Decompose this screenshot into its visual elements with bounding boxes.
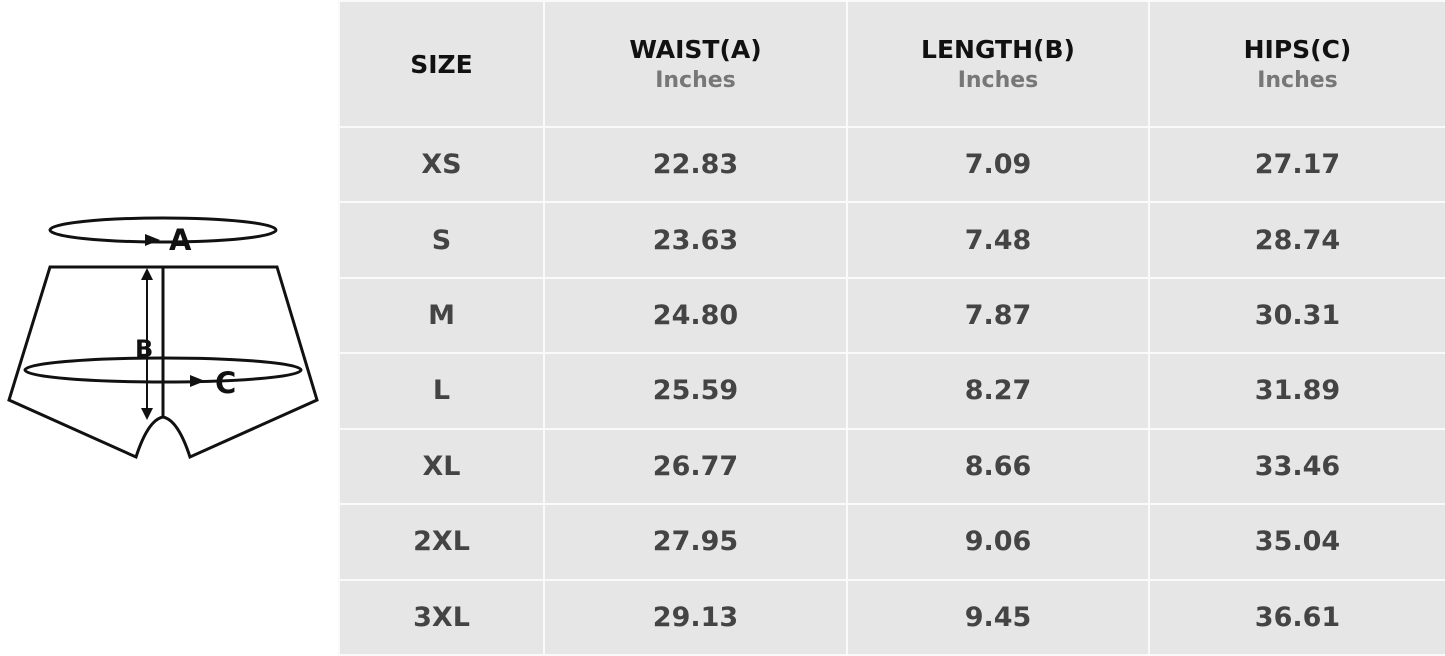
- length-cell: 7.48: [846, 201, 1150, 279]
- size-cell: XL: [338, 427, 545, 506]
- waist-cell: 26.77: [543, 427, 848, 506]
- hips-measure-loop: [23, 356, 303, 384]
- waist-cell: 24.80: [543, 276, 848, 355]
- header-length: LENGTH(B) Inches: [846, 0, 1150, 128]
- length-cell: 7.87: [846, 276, 1150, 355]
- header-hips: HIPS(C) Inches: [1148, 0, 1445, 128]
- waist-measure-loop: [48, 216, 278, 244]
- hips-cell: 35.04: [1148, 503, 1445, 581]
- waist-cell: 23.63: [543, 201, 848, 279]
- hips-cell: 30.31: [1148, 276, 1445, 355]
- header-title: SIZE: [410, 49, 473, 79]
- shorts-outline: [7, 265, 319, 460]
- table-row: S 23.63 7.48 28.74: [338, 201, 1445, 279]
- hips-cell: 27.17: [1148, 125, 1445, 204]
- table-row: XL 26.77 8.66 33.46: [338, 427, 1445, 506]
- size-cell: L: [338, 352, 545, 430]
- size-cell: 3XL: [338, 578, 545, 656]
- table-row: M 24.80 7.87 30.31: [338, 276, 1445, 355]
- waist-cell: 25.59: [543, 352, 848, 430]
- table-row: 2XL 27.95 9.06 35.04: [338, 503, 1445, 581]
- label-c: C: [215, 366, 236, 400]
- length-cell: 7.09: [846, 125, 1150, 204]
- header-title: WAIST(A): [629, 35, 762, 64]
- size-cell: S: [338, 201, 545, 279]
- table-row: L 25.59 8.27 31.89: [338, 352, 1445, 430]
- length-cell: 8.66: [846, 427, 1150, 506]
- label-a: A: [169, 223, 192, 257]
- length-arrow-down-icon: [141, 408, 153, 420]
- shorts-measurement-diagram: A B C: [7, 216, 319, 460]
- header-title: HIPS(C): [1243, 35, 1352, 64]
- table-row: 3XL 29.13 9.45 36.61: [338, 578, 1445, 656]
- length-cell: 9.45: [846, 578, 1150, 656]
- waist-cell: 22.83: [543, 125, 848, 204]
- hips-cell: 36.61: [1148, 578, 1445, 656]
- header-unit: Inches: [1257, 68, 1338, 93]
- hips-cell: 28.74: [1148, 201, 1445, 279]
- header-size: SIZE: [338, 0, 545, 128]
- header-title: LENGTH(B): [921, 35, 1075, 64]
- header-unit: Inches: [957, 68, 1039, 93]
- hips-cell: 31.89: [1148, 352, 1445, 430]
- size-cell: XS: [338, 125, 545, 204]
- size-cell: 2XL: [338, 503, 545, 581]
- waist-cell: 29.13: [543, 578, 848, 656]
- waist-arrow-icon: [145, 234, 160, 246]
- waist-cell: 27.95: [543, 503, 848, 581]
- length-cell: 8.27: [846, 352, 1150, 430]
- label-b: B: [135, 335, 153, 363]
- header-unit: Inches: [655, 68, 736, 93]
- hips-cell: 33.46: [1148, 427, 1445, 506]
- size-chart-table: SIZE WAIST(A) Inches LENGTH(B) Inches HIPS…: [338, 0, 1445, 656]
- table-row: XS 22.83 7.09 27.17: [338, 125, 1445, 204]
- header-waist: WAIST(A) Inches: [543, 0, 848, 128]
- hips-arrow-icon: [190, 375, 205, 387]
- length-cell: 9.06: [846, 503, 1150, 581]
- size-cell: M: [338, 276, 545, 355]
- length-arrow-up-icon: [141, 268, 153, 280]
- header-row: SIZE WAIST(A) Inches LENGTH(B) Inches HIPS…: [338, 0, 1445, 128]
